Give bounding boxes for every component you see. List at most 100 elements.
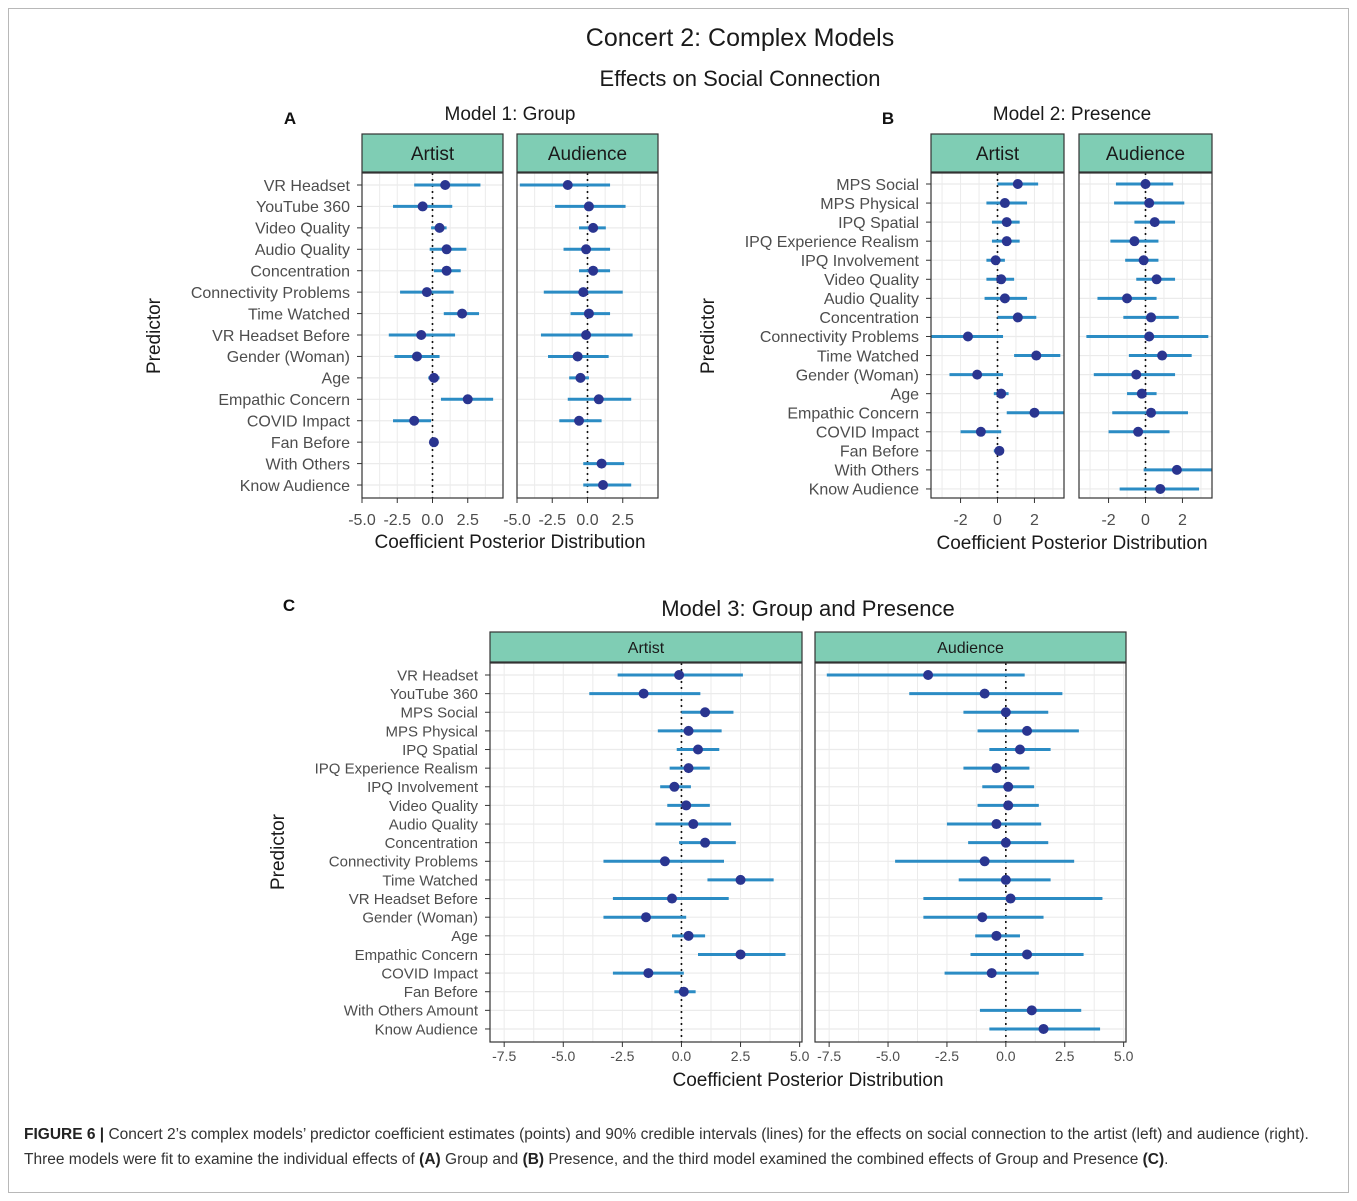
estimate-point (440, 180, 451, 190)
estimate-point (638, 688, 649, 699)
caption-ref-b: (B) (522, 1151, 545, 1168)
caption-text-1: Concert 2’s complex models’ predictor co… (24, 1126, 1309, 1168)
estimate-point (1038, 1023, 1049, 1034)
chart-panel-a: A Model 1: Group Coefficient Posterior Dis… (144, 104, 659, 553)
facet-strip-label: Artist (411, 144, 455, 165)
panel-title-a: Model 1: Group (445, 104, 576, 125)
estimate-point (700, 837, 711, 848)
facet-a-audience: Audience -5.0 -2.5 0.0 2.5 (503, 133, 659, 529)
predictor-label: Connectivity Problems (329, 854, 478, 871)
panel-border (489, 662, 803, 1043)
x-tick-label: 5.0 (790, 1048, 810, 1064)
estimate-point (1155, 483, 1166, 494)
x-tick-label: -7.5 (492, 1048, 516, 1064)
estimate-point (1012, 179, 1023, 189)
estimate-point (999, 198, 1010, 209)
predictor-label: VR Headset (264, 178, 351, 195)
predictor-label: Empathic Concern (787, 405, 919, 422)
estimate-point (674, 670, 685, 680)
estimate-point (659, 856, 670, 867)
estimate-point (1144, 198, 1155, 209)
predictor-label: Video Quality (389, 798, 478, 815)
predictor-label: Time Watched (248, 306, 350, 323)
estimate-point (1031, 350, 1042, 361)
estimate-point (1157, 350, 1168, 361)
predictor-label: YouTube 360 (256, 199, 350, 216)
estimate-point (994, 445, 1005, 456)
estimate-point (681, 800, 692, 811)
estimate-point (434, 222, 445, 233)
caption-figure-label: FIGURE 6 | (24, 1126, 105, 1143)
panel-title-c: Model 3: Group and Presence (661, 596, 955, 621)
x-tick-label: 0 (1141, 512, 1150, 529)
x-tick-label: 2 (1030, 512, 1039, 529)
predictor-label: Concentration (819, 310, 919, 327)
estimate-point (979, 688, 990, 699)
estimate-point (975, 426, 986, 437)
predictor-label: Age (891, 386, 920, 403)
estimate-point (1144, 331, 1155, 342)
figure-caption: FIGURE 6 | Concert 2’s complex models’ p… (24, 1122, 1334, 1172)
predictor-label: Age (322, 371, 351, 388)
estimate-point (641, 912, 651, 923)
estimate-point (979, 856, 990, 867)
estimate-point (977, 912, 988, 923)
facet-strip (489, 631, 803, 663)
estimate-point (417, 201, 428, 212)
x-axis-title-c: Coefficient Posterior Distribution (672, 1070, 943, 1091)
facet-strip (361, 133, 504, 173)
caption-text-2: Group and (440, 1151, 523, 1168)
estimate-point (583, 308, 594, 319)
predictor-label: Know Audience (375, 1021, 478, 1038)
estimate-point (1131, 369, 1142, 380)
estimate-point (428, 372, 439, 383)
estimate-point (1029, 407, 1040, 418)
estimate-point (572, 351, 583, 362)
chart-panel-b: B Model 2: Presence Coefficient Posterior … (698, 104, 1213, 554)
estimate-point (972, 369, 983, 380)
estimate-point (1146, 407, 1157, 418)
predictor-label: Know Audience (240, 478, 350, 495)
predictor-label: Fan Before (840, 444, 919, 461)
x-tick-label: -2 (1101, 512, 1115, 529)
estimate-point (700, 707, 711, 718)
x-tick-label: 2 (1178, 512, 1187, 529)
facet-strip (930, 133, 1065, 173)
predictor-label: Connectivity Problems (191, 285, 350, 302)
x-tick-label: -5.0 (348, 512, 376, 529)
predictor-label: With Others Amount (344, 1003, 479, 1020)
predictor-label: IPQ Involvement (801, 253, 920, 270)
y-axis-title-a: Predictor (144, 297, 165, 374)
x-tick-label: 0.0 (996, 1048, 1016, 1064)
estimate-point (1000, 707, 1011, 718)
facet-strip-label: Audience (1106, 144, 1185, 165)
estimate-point (578, 287, 589, 298)
estimate-point (986, 968, 997, 979)
estimate-point (962, 331, 973, 342)
x-tick-label: -2.5 (610, 1048, 634, 1064)
estimate-point (421, 287, 432, 298)
facet-strip-label: Audience (937, 640, 1004, 657)
predictor-label: Time Watched (817, 348, 919, 365)
x-tick-label: 0.0 (576, 512, 598, 529)
predictor-label: Gender (Woman) (227, 349, 350, 366)
estimate-point (1151, 274, 1162, 285)
predictor-label: Concentration (250, 263, 350, 280)
predictor-label: Gender (Woman) (796, 367, 919, 384)
estimate-point (588, 222, 599, 233)
predictor-label: COVID Impact (247, 413, 351, 430)
facet-c-artist: Artist -7.5 -5.0 -2.5 0.0 2.5 5.0 (489, 631, 810, 1064)
estimate-point (1146, 312, 1157, 323)
estimate-point (683, 763, 694, 774)
estimate-point (667, 893, 677, 904)
x-tick-label: 0.0 (672, 1048, 692, 1064)
estimate-point (416, 330, 427, 341)
estimate-point (1022, 949, 1033, 960)
panel-border (814, 662, 1127, 1043)
estimate-point (996, 388, 1007, 399)
estimate-point (1136, 388, 1147, 399)
estimate-point (411, 351, 422, 362)
predictor-label: Empathic Concern (218, 392, 350, 409)
facet-b-audience: Audience -2 0 2 (1078, 133, 1213, 529)
